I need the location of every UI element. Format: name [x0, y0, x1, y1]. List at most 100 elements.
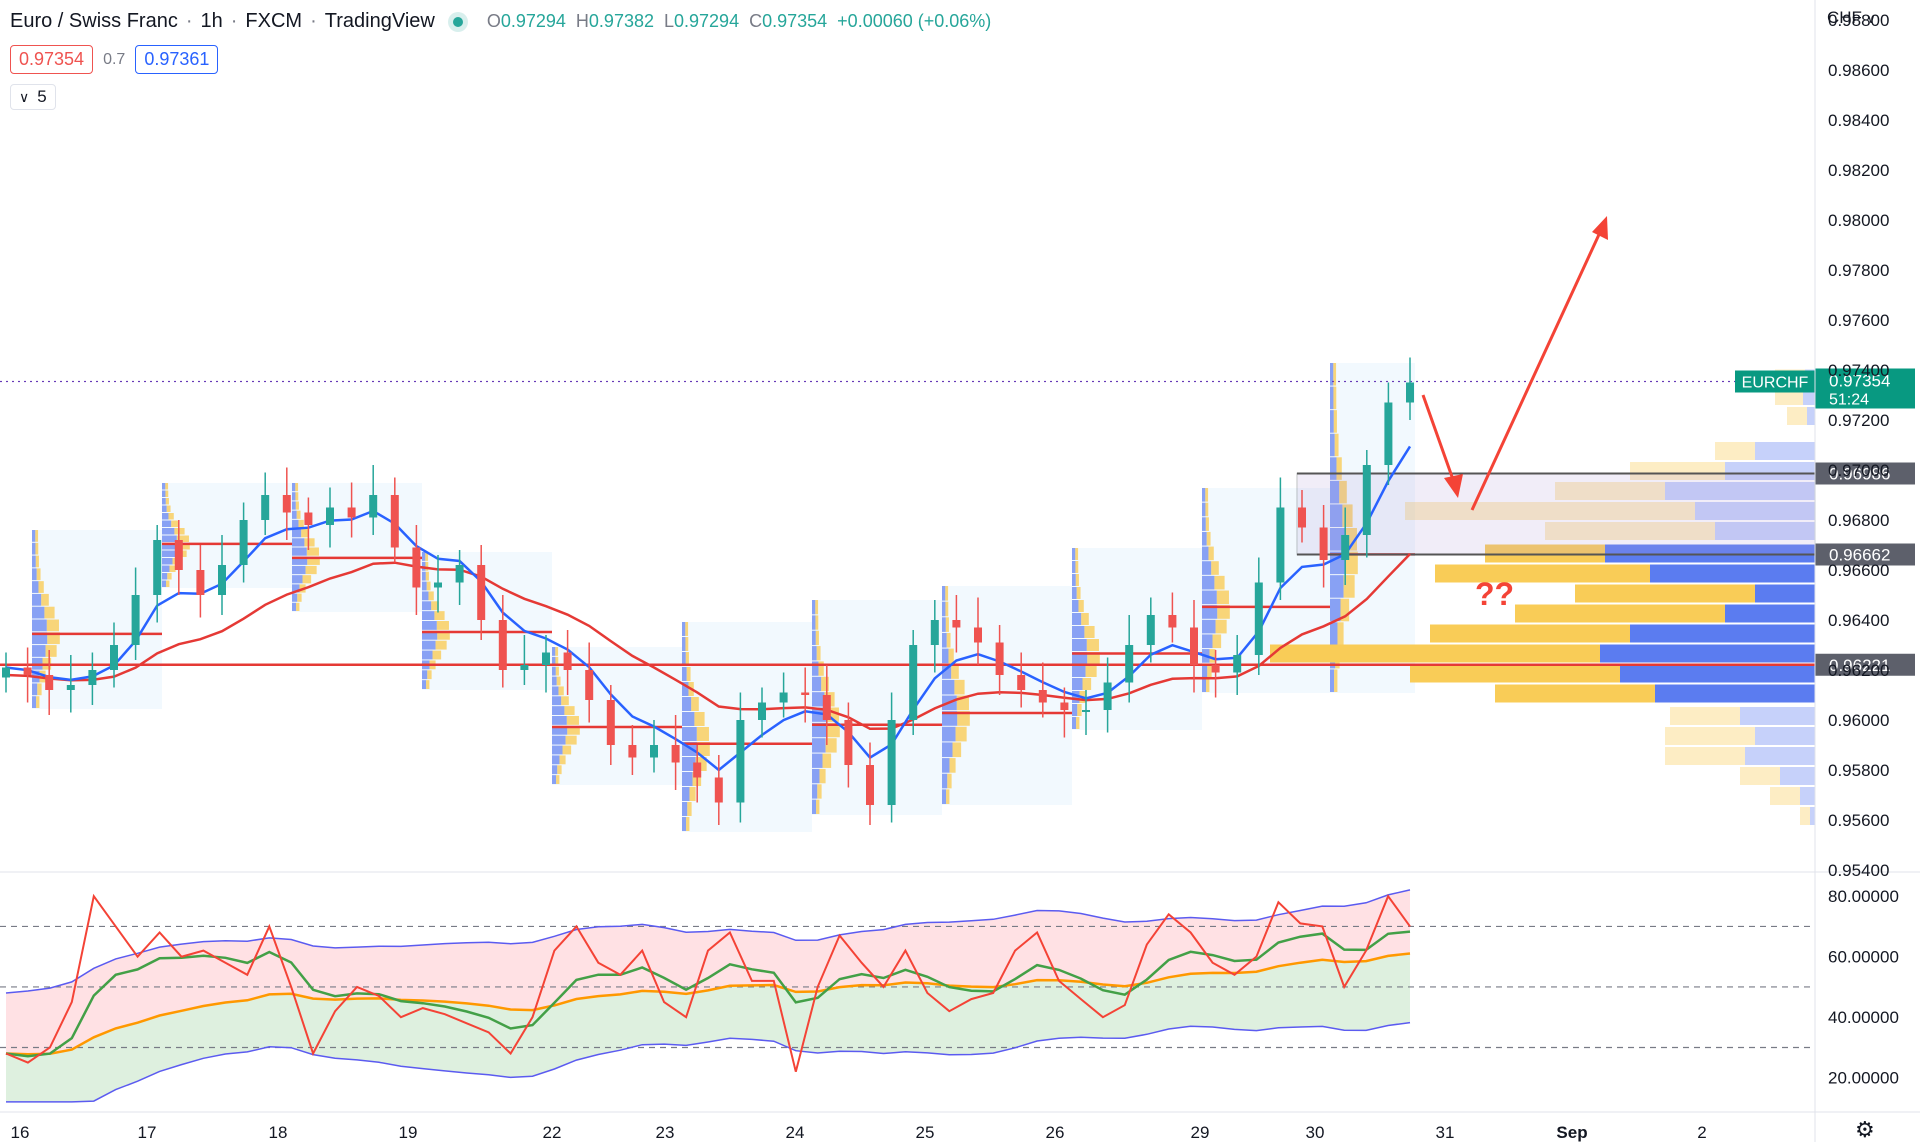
profile-bar: [425, 571, 429, 581]
profile-bar: [32, 568, 37, 581]
price-tick-label: 0.95800: [1828, 761, 1889, 780]
volume-bar-buy: [1725, 604, 1815, 623]
rsi-ma-line: [5, 952, 1411, 1056]
candle-body: [1362, 465, 1371, 535]
candle-body: [45, 675, 54, 690]
session-volume-profiles: [32, 363, 1415, 832]
volume-bar-sell: [1545, 522, 1715, 540]
profile-bar: [432, 650, 442, 660]
profile-bar: [1330, 457, 1337, 480]
profile-bar: [555, 666, 559, 676]
platform: TradingView: [324, 10, 435, 32]
profile-bar: [1206, 531, 1211, 546]
profile-bar: [697, 742, 710, 756]
profile-bar: [954, 679, 965, 695]
low-value: 0.97294: [674, 11, 740, 31]
profile-bar: [1212, 634, 1222, 649]
profile-bar: [685, 637, 689, 651]
profile-bar: [556, 676, 561, 686]
profile-bar: [816, 799, 820, 814]
profile-bar: [957, 711, 970, 726]
profile-bar: [942, 742, 953, 758]
profile-bar: [1342, 504, 1353, 527]
price-tick-label: 0.98600: [1828, 61, 1889, 80]
profile-bar: [812, 600, 816, 615]
settings-gear-icon[interactable]: ⚙: [1855, 1117, 1875, 1142]
volume-bar-sell: [1740, 767, 1780, 785]
open-value: 0.97294: [500, 11, 566, 31]
profile-bar: [942, 711, 958, 726]
currency-selector[interactable]: CHF ∨: [1827, 8, 1875, 28]
candle-body: [542, 652, 550, 665]
profile-bar: [162, 528, 175, 535]
profile-bar: [682, 772, 693, 786]
profile-bar: [169, 565, 176, 572]
profile-bar: [436, 621, 449, 630]
profile-bar: [812, 738, 826, 753]
broker: FXCM: [245, 10, 303, 32]
profile-bar: [812, 615, 816, 630]
volume-bar-buy: [1665, 482, 1815, 500]
visible-range-volume-profile: [1270, 369, 1815, 825]
candle-body: [369, 495, 378, 518]
profile-bar: [942, 617, 946, 632]
volume-bar-buy: [1810, 807, 1815, 825]
volume-bar-sell: [1435, 564, 1650, 583]
candle-body: [347, 507, 356, 518]
interval[interactable]: 1h: [200, 10, 223, 32]
profile-bar: [1202, 590, 1217, 605]
candle-body: [239, 520, 248, 565]
indicators-toggle[interactable]: ∨ 5: [10, 84, 56, 110]
profile-bar: [1330, 598, 1341, 622]
profile-bar: [682, 637, 686, 651]
profile-bar: [296, 602, 300, 611]
candle-body: [585, 670, 594, 700]
profile-bar: [425, 561, 429, 571]
candle-body: [2, 667, 10, 678]
forecast-arrows: ??: [1421, 216, 1608, 612]
volume-bar-sell: [1665, 747, 1745, 765]
candle-body: [909, 645, 918, 720]
profile-bar: [1202, 678, 1207, 692]
profile-bar: [1206, 678, 1210, 692]
price-tick-label: 0.96200: [1828, 661, 1889, 680]
profile-bar: [1334, 669, 1338, 692]
profile-bar: [1075, 574, 1079, 586]
profile-bar: [422, 650, 433, 660]
profile-bar: [1202, 502, 1206, 517]
arrow-up-head: [1592, 216, 1608, 240]
profile-bar: [292, 483, 296, 492]
profile-bar: [1330, 410, 1334, 433]
volume-bar-buy: [1755, 442, 1815, 460]
profile-bar: [1072, 639, 1087, 651]
profile-bar: [166, 580, 170, 587]
indicator-count: 5: [37, 87, 47, 106]
profile-bar: [552, 666, 556, 676]
profile-bar: [292, 492, 296, 501]
profile-bar: [812, 722, 828, 738]
price-tick-label: 0.95400: [1828, 861, 1889, 880]
symbol-name[interactable]: Euro / Swiss Franc: [10, 10, 178, 32]
candle-body: [995, 642, 1004, 675]
profile-bar: [1077, 704, 1082, 716]
profile-bar: [565, 735, 577, 745]
volume-bar-sell: [1630, 462, 1725, 480]
volume-bar-buy: [1755, 584, 1815, 603]
arrow-down-head: [1444, 474, 1463, 498]
level-axis-value: 0.96986: [1829, 465, 1890, 484]
sell-button[interactable]: 0.97354: [10, 45, 94, 74]
profile-bar: [942, 758, 950, 773]
buy-button[interactable]: 0.97361: [135, 45, 219, 74]
chart-header: Euro / Swiss Franc · 1h · FXCM · Trading…: [10, 10, 991, 33]
profile-bar: [32, 696, 37, 708]
candle-body: [714, 777, 723, 803]
profile-bar: [41, 593, 49, 606]
separator: ·: [310, 10, 317, 32]
profile-bar: [946, 632, 951, 648]
profile-bar: [422, 630, 438, 640]
profile-bar: [682, 817, 687, 831]
high-value: 0.97382: [588, 11, 654, 31]
time-axis[interactable]: 16 17 18 19 22 23 24 25 26 29 30 31 Sep 2: [11, 1123, 1707, 1142]
